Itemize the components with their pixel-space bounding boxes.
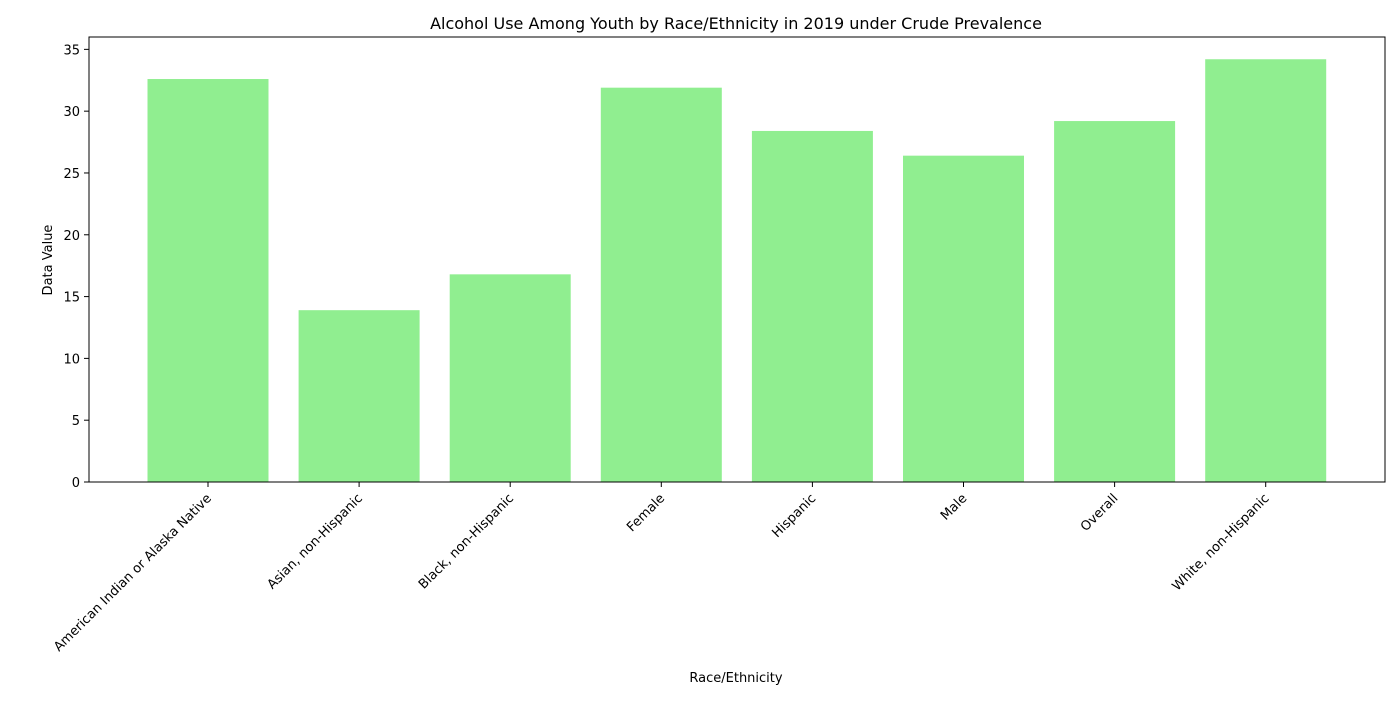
y-tick-label: 25	[63, 167, 80, 182]
y-tick-label: 0	[72, 476, 80, 491]
y-tick-label: 5	[72, 414, 80, 429]
y-tick-label: 20	[63, 229, 80, 244]
x-tick-label: White, non-Hispanic	[1170, 491, 1273, 594]
bar	[751, 130, 873, 482]
chart-title: Alcohol Use Among Youth by Race/Ethnicit…	[430, 14, 1042, 33]
x-tick-label: Female	[624, 491, 668, 535]
plot-frame	[88, 36, 1386, 483]
bar	[903, 155, 1024, 482]
bar	[600, 87, 722, 483]
y-tick-label: 35	[63, 43, 80, 58]
bar	[147, 79, 269, 483]
y-tick-label: 10	[63, 352, 80, 367]
x-tick-label: Overall	[1078, 491, 1121, 534]
y-axis: 0 5 10 15 20 25 30 35	[63, 43, 89, 491]
x-tick-label: Asian, non-Hispanic	[265, 491, 366, 592]
x-axis: American Indian or Alaska Native Asian, n…	[51, 482, 1273, 655]
bar	[1054, 121, 1176, 483]
x-tick-label: Black, non-Hispanic	[416, 491, 517, 592]
y-axis-label: Data Value	[41, 225, 56, 296]
x-tick-label: Male	[938, 491, 970, 523]
bar	[298, 310, 420, 482]
x-tick-label: Hispanic	[769, 491, 819, 541]
bars	[147, 59, 1327, 483]
bar	[1205, 59, 1327, 482]
x-axis-label: Race/Ethnicity	[689, 671, 782, 686]
y-tick-label: 15	[63, 291, 80, 306]
bar	[449, 274, 571, 482]
y-tick-label: 30	[63, 105, 80, 120]
x-tick-label: American Indian or Alaska Native	[51, 491, 215, 655]
